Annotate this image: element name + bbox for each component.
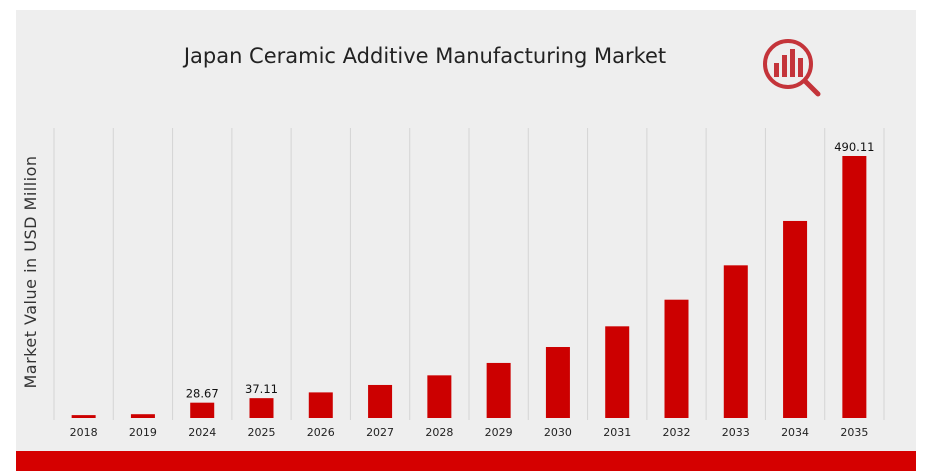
chart-panel	[16, 10, 916, 451]
data-label-2035: 490.11	[834, 140, 874, 154]
x-tick-label: 2028	[425, 426, 453, 439]
chart-title: Japan Ceramic Additive Manufacturing Mar…	[182, 44, 666, 68]
bar-2030	[545, 347, 570, 418]
bar-2019	[130, 414, 155, 418]
x-tick-label: 2031	[603, 426, 631, 439]
x-tick-label: 2019	[129, 426, 157, 439]
data-label-2024: 28.67	[186, 387, 219, 401]
data-labels: 28.67 37.11 490.11	[186, 140, 875, 401]
data-label-2025: 37.11	[245, 382, 278, 396]
bar-2026	[308, 392, 333, 418]
x-tick-label: 2034	[781, 426, 809, 439]
bar-2033	[723, 265, 748, 418]
bar-2027	[368, 384, 393, 418]
bars	[71, 156, 867, 418]
x-tick-label: 2029	[485, 426, 513, 439]
x-tick-label: 2018	[70, 426, 98, 439]
bar-2018	[71, 415, 96, 418]
bar-2032	[664, 299, 689, 418]
bar-2031	[605, 326, 630, 418]
x-tick-label: 2030	[544, 426, 572, 439]
x-tick-label: 2026	[307, 426, 335, 439]
x-tick-label: 2032	[663, 426, 691, 439]
bar-2024	[190, 402, 215, 418]
y-axis-label: Market Value in USD Million	[21, 155, 40, 388]
bar-2034	[783, 220, 808, 418]
x-tick-label: 2024	[188, 426, 216, 439]
footer-band	[16, 451, 916, 471]
x-tick-label: 2033	[722, 426, 750, 439]
bar-2029	[486, 362, 511, 418]
x-tick-label: 2035	[840, 426, 868, 439]
bar-2028	[427, 375, 452, 418]
x-tick-label: 2025	[248, 426, 276, 439]
magnifier-bar-chart-logo-icon	[763, 39, 821, 97]
x-tick-label: 2027	[366, 426, 394, 439]
bar-2035	[842, 156, 867, 418]
bar-2025	[249, 398, 274, 418]
x-axis-ticks: 2018 2019 2024 2025 2026 2027 2028 2029 2030 2031…	[70, 426, 869, 439]
gridlines	[53, 128, 885, 420]
